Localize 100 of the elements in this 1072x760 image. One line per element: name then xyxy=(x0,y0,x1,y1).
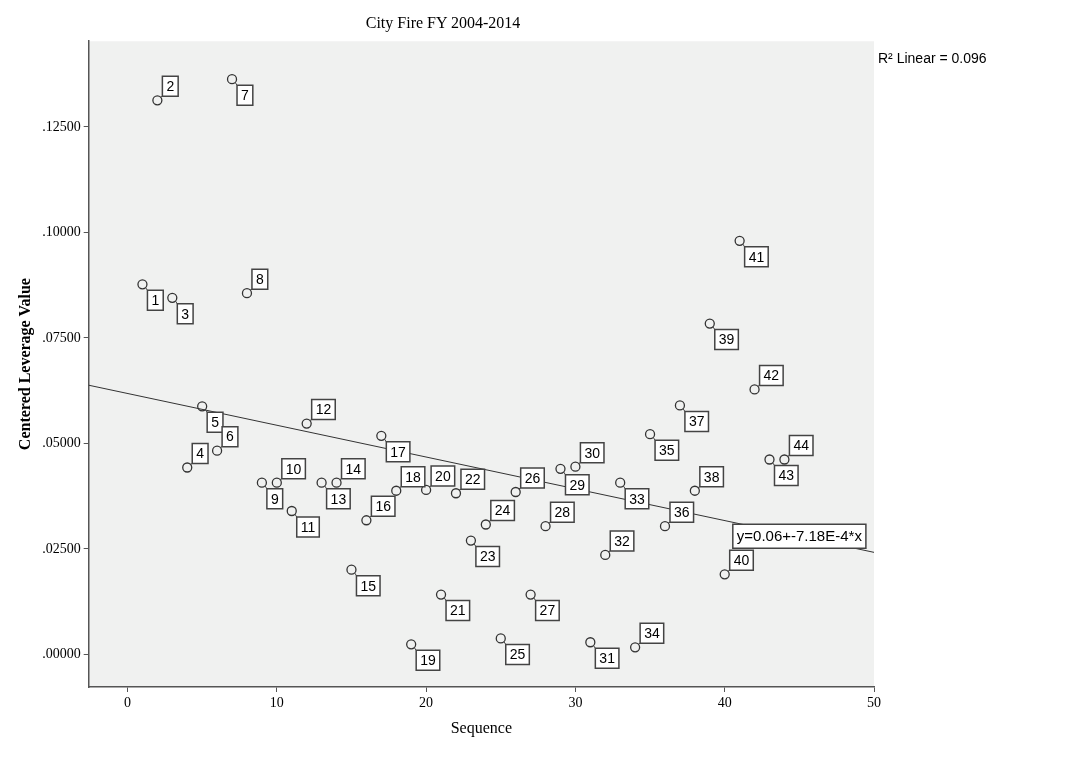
annotation: 38 xyxy=(703,468,720,485)
point xyxy=(256,477,268,488)
annotation: 9 xyxy=(270,490,279,507)
annotation: 42 xyxy=(763,367,780,384)
point xyxy=(197,401,208,412)
x-tick-label: 20 xyxy=(419,695,434,711)
point xyxy=(585,637,596,648)
point xyxy=(555,463,566,474)
point xyxy=(346,564,357,575)
annotation: 11 xyxy=(300,518,316,535)
point xyxy=(480,519,491,530)
annotation: 35 xyxy=(659,442,675,459)
point xyxy=(749,384,760,395)
point xyxy=(704,318,715,329)
annotation: 6 xyxy=(226,428,235,445)
point xyxy=(211,445,223,456)
annotation: 28 xyxy=(554,504,571,521)
point xyxy=(779,454,790,465)
point xyxy=(644,429,656,440)
annotation: 12 xyxy=(315,401,332,418)
point xyxy=(510,486,521,498)
y-tick-label: .00000 xyxy=(42,646,81,662)
point xyxy=(316,477,327,488)
point xyxy=(719,569,730,580)
point xyxy=(600,549,611,561)
point xyxy=(674,400,686,411)
point xyxy=(271,477,282,488)
point xyxy=(301,418,312,429)
point xyxy=(435,589,447,600)
text: R² Linear = 0.096 xyxy=(878,50,987,67)
annotation: 21 xyxy=(450,602,466,619)
annotation: 27 xyxy=(539,602,556,619)
point xyxy=(331,477,342,488)
point xyxy=(659,521,671,532)
y-axis-title: Centered Leverage Value xyxy=(15,278,34,451)
annotation: 18 xyxy=(405,468,422,485)
annotation: 26 xyxy=(524,469,541,486)
annotation: 36 xyxy=(673,504,690,521)
annotation: 22 xyxy=(464,471,481,488)
annotation: 19 xyxy=(420,652,436,669)
x-axis-title: Sequence xyxy=(450,718,513,737)
chart-title: City Fire FY 2004-2014 xyxy=(365,13,521,32)
x-tick-label: 50 xyxy=(867,695,881,711)
point xyxy=(570,461,581,472)
annotation: 40 xyxy=(733,552,750,569)
x-tick-label: 40 xyxy=(717,695,732,711)
x-tick-label: 10 xyxy=(269,695,284,711)
point xyxy=(689,485,700,496)
annotation: 5 xyxy=(211,414,220,431)
point xyxy=(167,292,178,303)
annotation: 37 xyxy=(688,413,705,430)
point xyxy=(226,74,238,85)
y-tick-label: .02500 xyxy=(42,540,81,556)
annotation: 17 xyxy=(390,443,407,460)
point xyxy=(629,642,641,653)
point xyxy=(286,505,297,517)
annotation: 10 xyxy=(285,460,302,477)
point xyxy=(495,633,506,644)
point xyxy=(764,454,775,465)
annotation: 15 xyxy=(360,577,377,594)
annotation: 2 xyxy=(166,78,175,95)
point xyxy=(241,288,253,299)
annotation: 1 xyxy=(151,292,160,309)
x-tick-label: 0 xyxy=(124,695,132,711)
annotation: 3 xyxy=(181,305,190,322)
point xyxy=(420,484,432,496)
point xyxy=(734,235,745,246)
annotation: 39 xyxy=(718,331,735,348)
annotation: 13 xyxy=(330,490,347,507)
point xyxy=(525,589,536,600)
annotation: 31 xyxy=(599,650,616,667)
annotation: 25 xyxy=(509,646,526,663)
point xyxy=(391,485,402,496)
point xyxy=(540,521,551,532)
point xyxy=(406,639,417,650)
x-tick-label: 30 xyxy=(568,695,583,711)
y-tick-label: .05000 xyxy=(42,435,81,451)
annotation: 43 xyxy=(778,467,795,484)
annotation: 30 xyxy=(584,444,601,461)
y-tick-label: .07500 xyxy=(42,329,81,345)
annotation: 34 xyxy=(644,625,660,642)
point xyxy=(615,477,626,488)
annotation: 44 xyxy=(793,437,810,454)
y-tick-label: .12500 xyxy=(42,118,81,134)
annotation: 8 xyxy=(255,271,264,288)
point xyxy=(376,430,387,442)
y-tick-label: .10000 xyxy=(42,224,81,240)
annotation: 20 xyxy=(435,467,451,484)
point xyxy=(137,279,148,290)
annotation: 4 xyxy=(196,445,205,462)
point xyxy=(450,488,462,499)
annotation: 32 xyxy=(614,532,631,549)
annotation: 33 xyxy=(629,490,645,507)
point xyxy=(152,95,163,106)
annotation: 16 xyxy=(375,498,392,515)
point xyxy=(465,535,477,546)
annotation: 24 xyxy=(494,502,511,519)
annotation: y=0.06+-7.18E-4*x xyxy=(736,527,863,545)
annotation: 7 xyxy=(241,87,250,104)
annotation: 29 xyxy=(569,476,586,493)
